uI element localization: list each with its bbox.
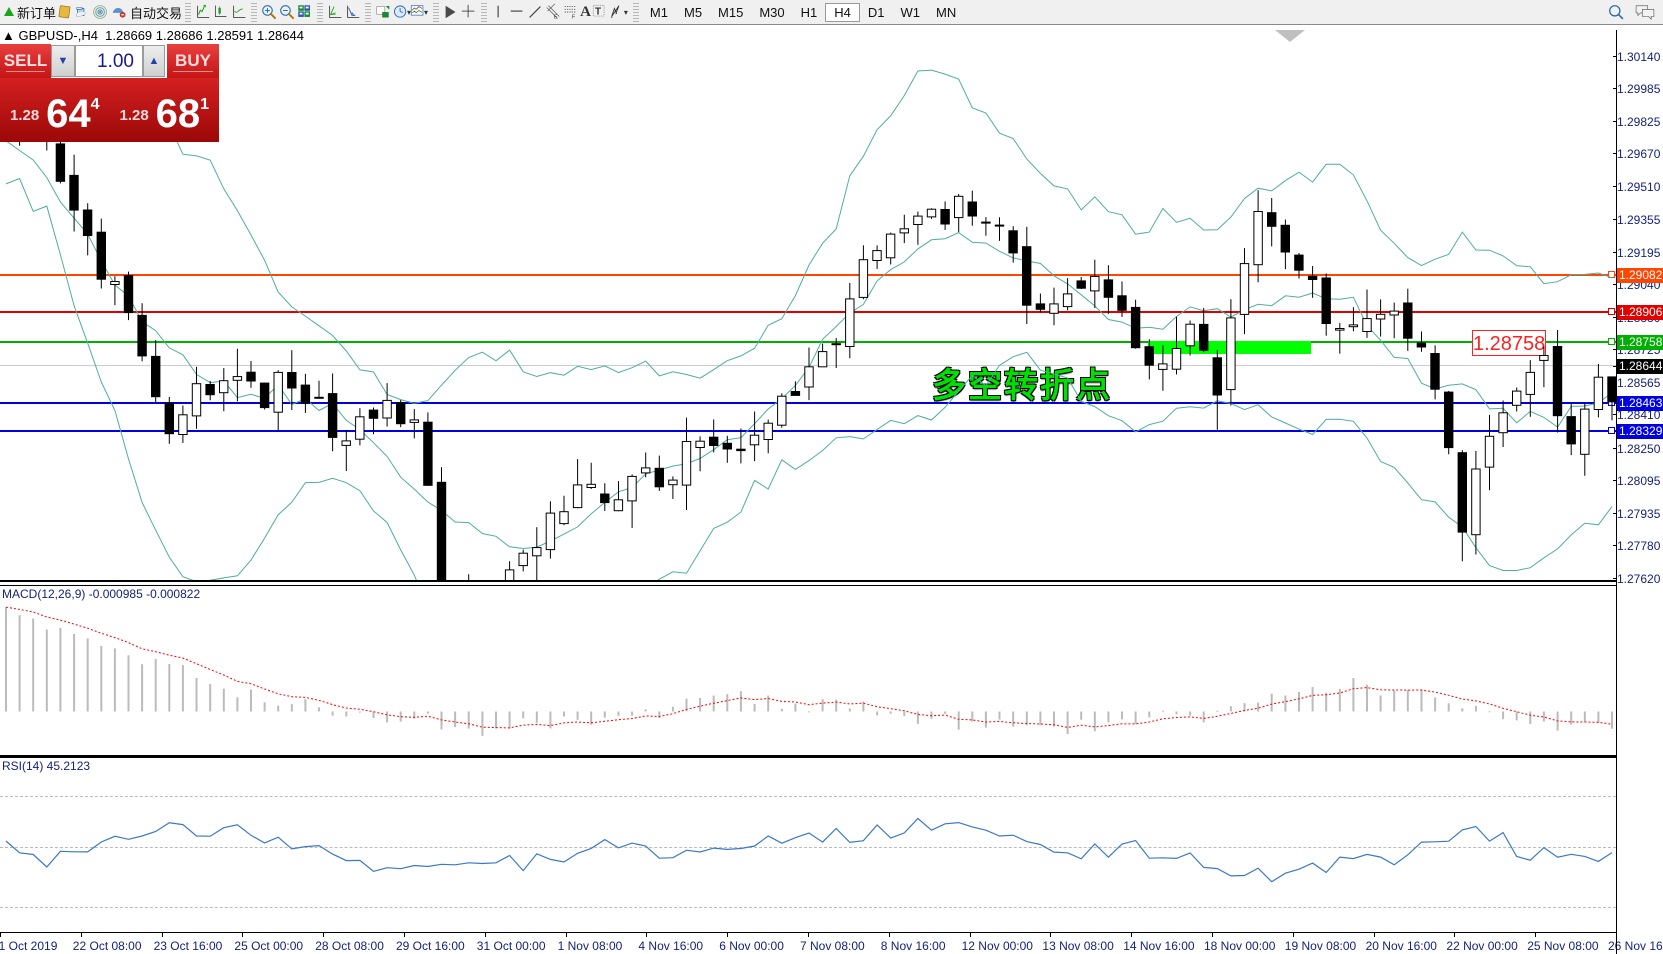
svg-text:E: E [554, 14, 558, 20]
svg-text:F: F [572, 14, 576, 20]
svg-text:T: T [595, 6, 601, 17]
